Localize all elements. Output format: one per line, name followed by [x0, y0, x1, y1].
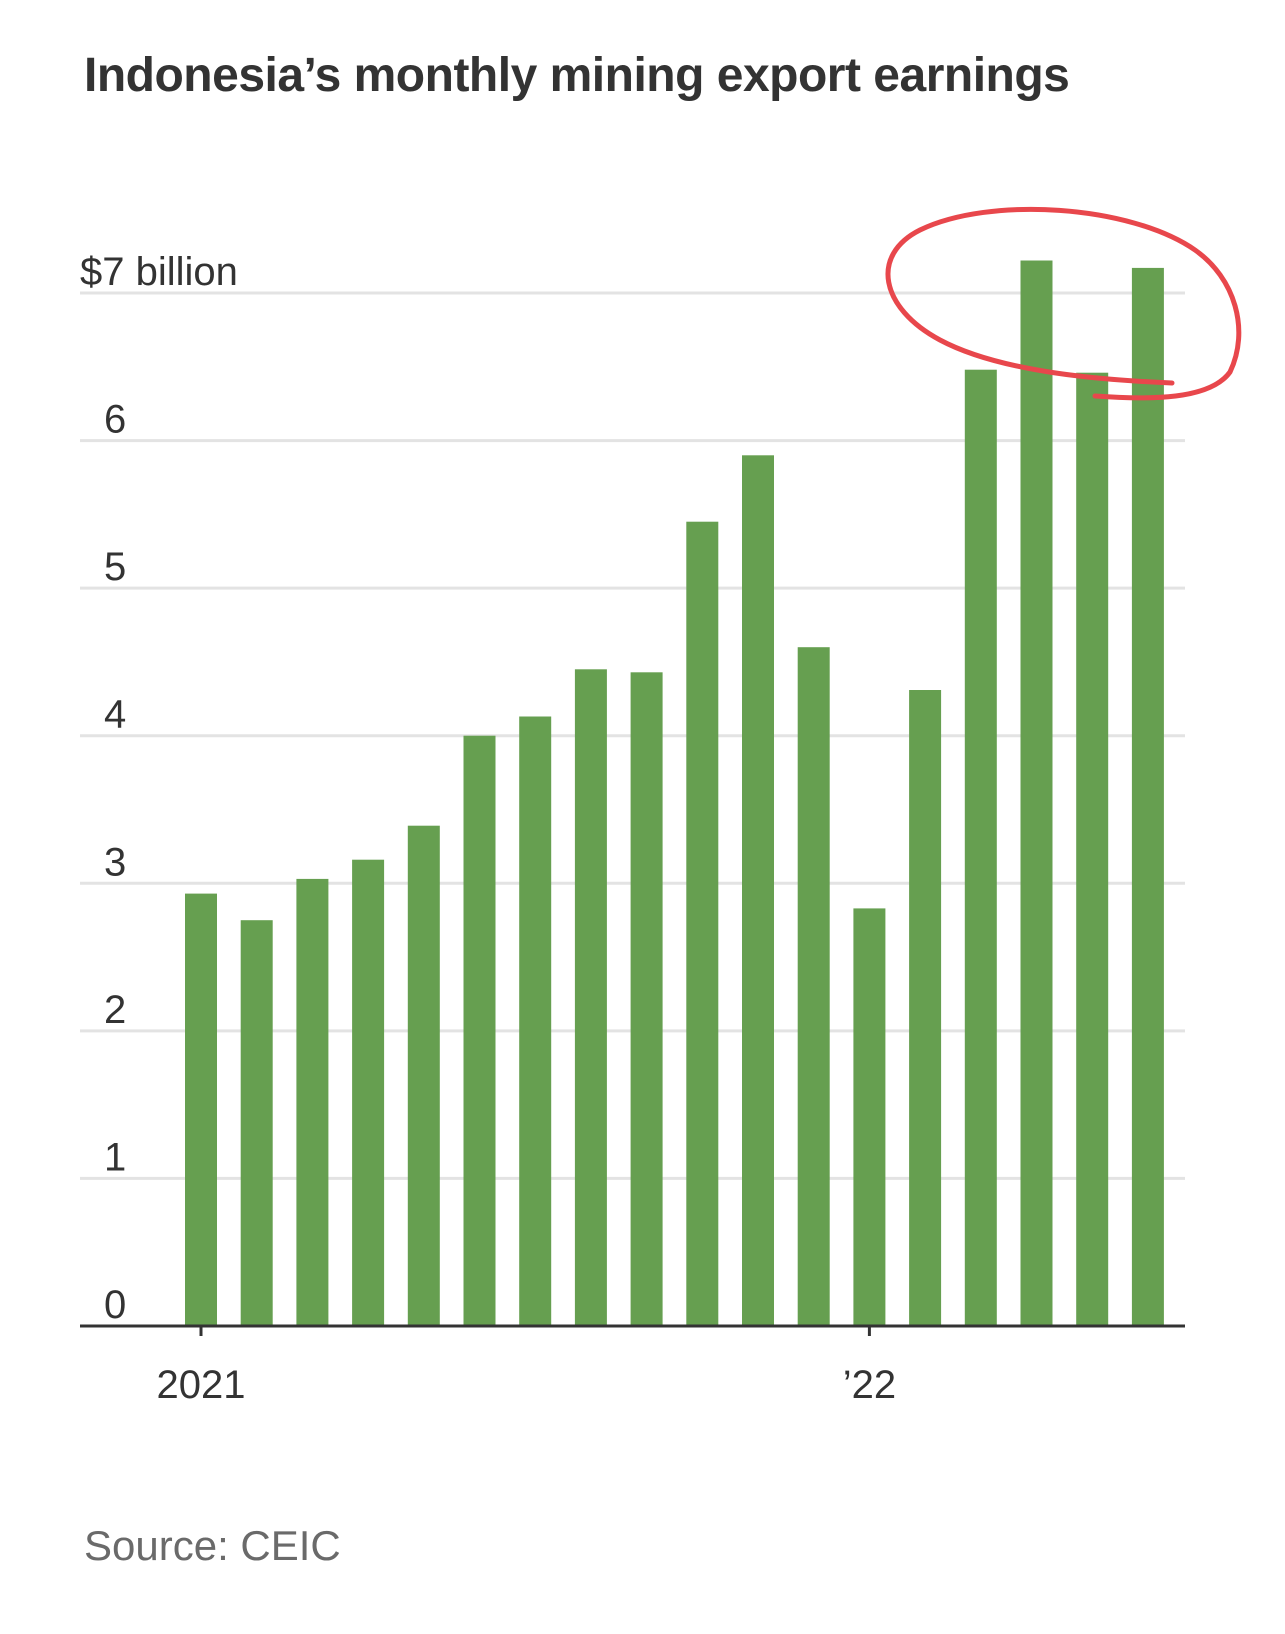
y-tick-label: 0 — [104, 1283, 126, 1327]
source-note: Source: CEIC — [84, 1522, 341, 1569]
bar — [686, 521, 719, 1326]
highlight-circle-annotation — [885, 206, 1242, 401]
bar — [630, 672, 663, 1326]
bar — [742, 455, 774, 1326]
bar — [296, 878, 329, 1326]
bar — [185, 893, 217, 1326]
bar — [407, 825, 440, 1326]
bar — [1131, 267, 1164, 1326]
x-tick-label: 2021 — [157, 1363, 246, 1407]
bar — [964, 369, 997, 1326]
x-axis-ticks: 2021 ’22 — [157, 1326, 896, 1407]
y-axis-labels: 0 1 2 3 4 5 6 $7 billion — [80, 250, 238, 1327]
bar — [574, 669, 607, 1326]
y-tick-label: 6 — [104, 398, 126, 442]
bar — [463, 735, 496, 1326]
bars — [185, 260, 1164, 1326]
bar — [519, 716, 552, 1326]
y-tick-label: 5 — [104, 545, 126, 589]
y-tick-label: 3 — [104, 840, 126, 884]
bar — [909, 690, 942, 1326]
y-tick-label: 4 — [104, 693, 126, 737]
bar — [352, 859, 385, 1326]
hand-drawn-circle — [885, 206, 1242, 401]
bar — [797, 647, 830, 1326]
bar — [1076, 372, 1109, 1326]
y-tick-label: $7 billion — [80, 250, 238, 294]
y-tick-label: 2 — [104, 988, 126, 1032]
x-tick-label: ’22 — [843, 1363, 896, 1407]
bar — [1020, 260, 1053, 1326]
chart-title: Indonesia’s monthly mining export earnin… — [84, 49, 1070, 102]
bar — [853, 908, 886, 1326]
y-tick-label: 1 — [104, 1135, 126, 1179]
bar — [240, 920, 273, 1326]
